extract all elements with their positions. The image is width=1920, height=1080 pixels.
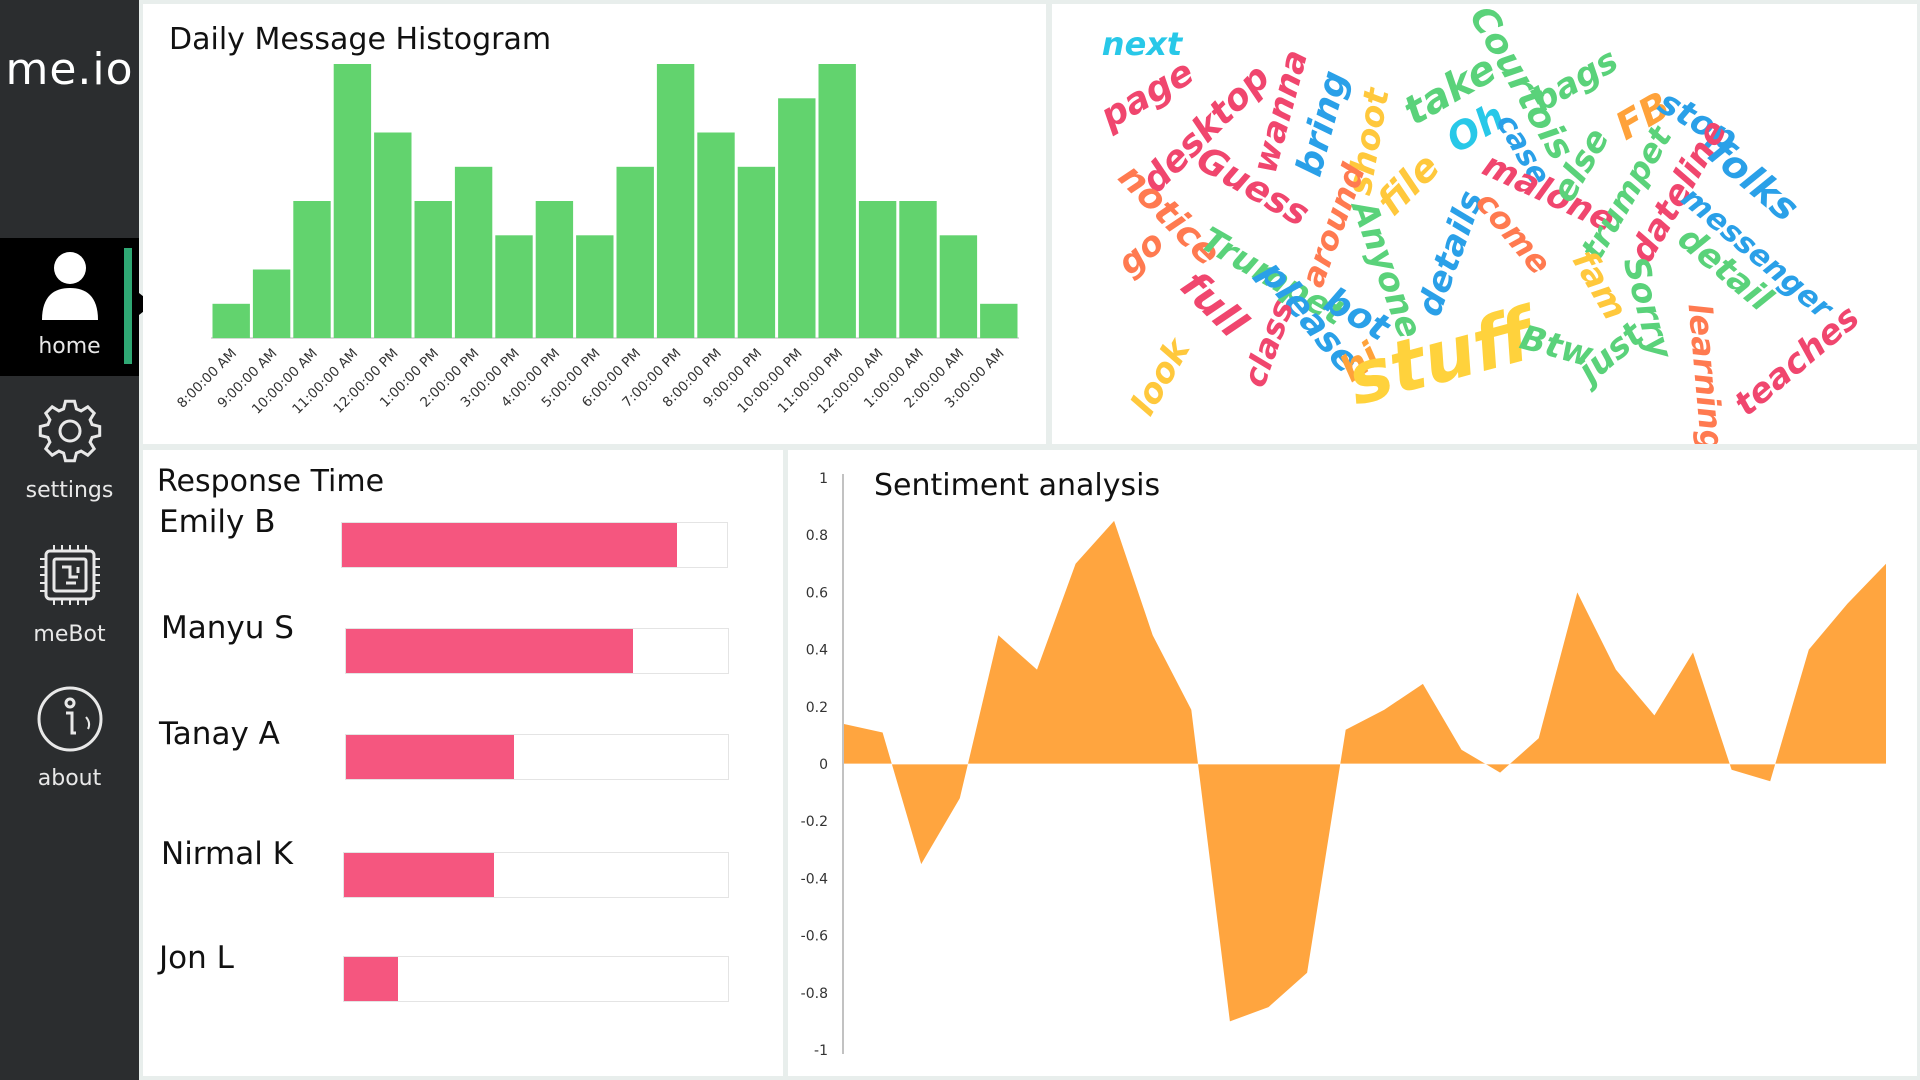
nav-settings-label: settings [25,478,114,503]
histogram-bar [374,132,412,338]
histogram-bar [656,64,695,338]
histogram-bar [697,132,735,338]
histogram-bar [333,64,372,338]
word-cloud-word: teaches [1727,297,1868,424]
response-time-name: Manyu S [161,610,294,646]
response-time-track [345,628,729,674]
word-cloud-word: look [1123,330,1199,422]
response-time-name: Jon L [159,940,234,976]
sentiment-tick-label: -0.8 [801,986,828,1002]
sentiment-tick-label: 0.8 [806,528,828,544]
sentiment-tick-label: 0.6 [806,585,828,601]
histogram-bar [495,235,533,339]
histogram-bar [737,166,776,339]
word-cloud-word: next [1102,25,1184,63]
histogram-title: Daily Message Histogram [169,22,552,57]
histogram-bar [899,201,937,338]
response-time-track [345,734,729,780]
nav-home-label: home [38,334,101,359]
nav-home[interactable]: home [0,238,153,376]
nav-about[interactable]: about [0,670,139,808]
histogram-bar [858,201,897,338]
nav-mebot-label: meBot [33,622,106,647]
nav-mebot[interactable]: meBot [0,526,139,664]
sentiment-tick-label: -0.4 [801,871,828,887]
histogram-bar [980,303,1018,339]
histogram-bar [939,235,978,339]
sentiment-tick-label: 1 [819,471,828,487]
sentiment-tick-label: -1 [814,1043,828,1059]
sentiment-tick-label: 0.4 [806,643,828,659]
response-time-bar [344,957,398,1001]
brand-logo: me.io [5,44,134,95]
response-time-track [343,852,729,898]
gear-icon [38,399,102,463]
response-time-bar [344,853,494,897]
sentiment-tick-label: -0.6 [801,929,828,945]
word-cloud: nextpagedesktopwannabringshoottakeCourto… [1093,4,1868,444]
sentiment-panel: Sentiment analysis 1 0.8 0.6 0.4 0.2 0 -0.2 -0.… [788,450,1917,1076]
info-icon [37,686,103,752]
sentiment-area [844,520,1886,1022]
word-cloud-word: learning [1681,302,1732,444]
histogram-bar [818,64,856,338]
response-time-name: Emily B [159,504,276,540]
histogram-bar [252,269,291,338]
response-time-panel: Response Time Emily B Manyu S Tanay A Nirma… [143,450,783,1076]
nav-about-label: about [37,766,102,791]
sentiment-tick-label: 0 [819,757,828,773]
histogram-bar [616,166,654,339]
histogram-bar [212,303,250,339]
response-time-name: Tanay A [159,716,280,752]
user-icon [42,252,98,320]
response-time-track [341,522,728,568]
response-time-bar [346,629,633,673]
sentiment-tick-label: 0.2 [806,700,828,716]
sidebar: me.io home settings [0,0,153,1080]
chip-icon [40,545,100,605]
response-time-track [343,956,729,1002]
histogram-bar [293,201,331,338]
sentiment-chart: 1 0.8 0.6 0.4 0.2 0 -0.2 -0.4 -0.6 -0.8 -1 [801,471,1886,1059]
histogram-bar [778,98,816,339]
sentiment-title: Sentiment analysis [874,468,1161,503]
histogram-bar [414,201,452,338]
histogram-bar [535,201,574,338]
wordcloud-panel: next page desktop wanna bring shoot take Courto… [1052,4,1917,444]
nav-settings[interactable]: settings [0,382,139,520]
response-time-bar [342,523,677,567]
histogram-panel: Daily Message Histogram 8:00:00 AM 9:00:0… [143,4,1046,444]
histogram-bar [454,166,493,339]
response-time-title: Response Time [157,464,385,499]
histogram-bar [576,235,614,339]
active-indicator [124,248,132,364]
sentiment-tick-label: -0.2 [801,814,828,830]
response-time-bar [346,735,515,779]
response-time-name: Nirmal K [161,836,293,872]
